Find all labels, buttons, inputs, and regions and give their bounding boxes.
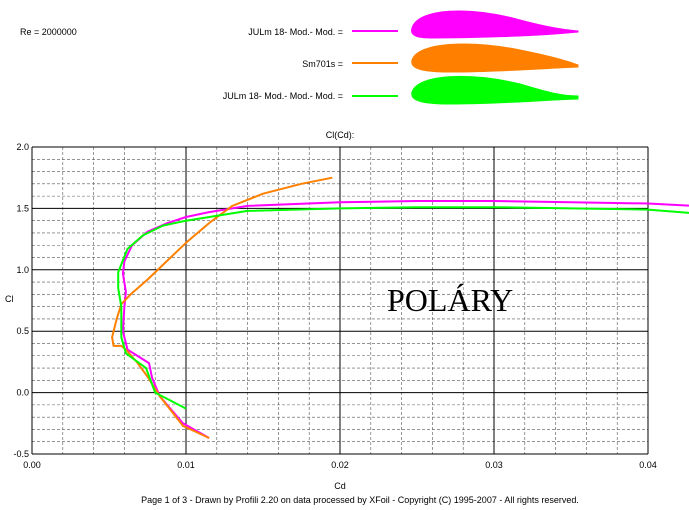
series-lines	[111, 176, 689, 439]
y-tick-label: 0.5	[16, 326, 29, 336]
legend: JULm 18- Mod.- Mod. = Sm701s = JULm 18- …	[223, 10, 579, 105]
chart-title: Cl(Cd):	[326, 130, 355, 140]
x-tick-label: 0.00	[23, 460, 41, 470]
series-line-1	[121, 200, 689, 439]
legend-label-1: JULm 18- Mod.- Mod. =	[248, 27, 343, 37]
y-tick-label: 1.0	[16, 265, 29, 275]
y-tick-label: 1.5	[16, 203, 29, 213]
y-tick-label: 2.0	[16, 142, 29, 152]
y-axis-label: Cl	[5, 294, 14, 304]
x-tick-label: 0.04	[639, 460, 657, 470]
series-line-2	[111, 176, 333, 439]
reynolds-label: Re = 2000000	[20, 27, 77, 37]
airfoil-shape-3	[411, 75, 579, 105]
footer-text: Page 1 of 3 - Drawn by Profili 2.20 on d…	[141, 495, 579, 505]
x-tick-label: 0.02	[331, 460, 349, 470]
series-line-3	[117, 206, 689, 410]
x-axis-label: Cd	[334, 481, 346, 491]
legend-label-2: Sm701s =	[302, 59, 343, 69]
x-tick-label: 0.03	[485, 460, 503, 470]
tick-labels: 0.00 0.01 0.02 0.03 0.04 -0.5 0.0 0.5 1.0 1.5 2.0	[13, 142, 656, 470]
x-tick-label: 0.01	[177, 460, 195, 470]
y-tick-label: -0.5	[13, 449, 29, 459]
airfoil-shape-2	[411, 43, 579, 73]
legend-label-3: JULm 18- Mod.- Mod.- Mod. =	[223, 91, 343, 101]
airfoil-shape-1	[411, 10, 579, 39]
y-tick-label: 0.0	[16, 388, 29, 398]
polary-annotation: POLÁRY	[387, 282, 513, 318]
